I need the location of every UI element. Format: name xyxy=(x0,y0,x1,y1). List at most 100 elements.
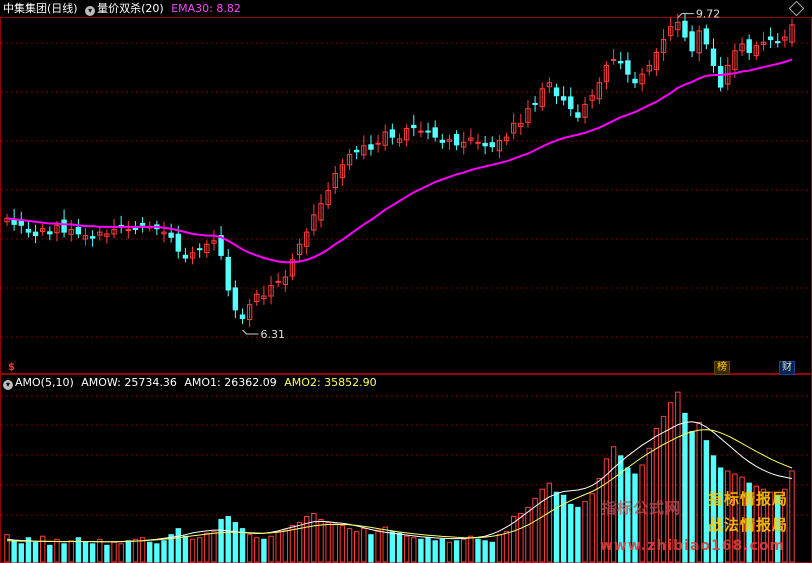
candle-body xyxy=(211,240,217,244)
volume-bar xyxy=(211,531,217,563)
volume-bar xyxy=(618,455,624,563)
volume-bar xyxy=(89,543,96,563)
amo2-line xyxy=(6,429,793,543)
candle-body xyxy=(353,149,360,153)
candle-body xyxy=(782,36,788,41)
volume-bar xyxy=(589,493,595,563)
candle-body xyxy=(582,103,588,118)
amo2-value: 35852.90 xyxy=(324,376,377,389)
volume-bar xyxy=(696,421,702,563)
candle-body xyxy=(239,314,246,319)
candle-body xyxy=(89,236,96,239)
candle-body xyxy=(546,82,553,88)
ema-value: 8.82 xyxy=(216,2,241,15)
volume-bar xyxy=(118,543,124,563)
candle-body xyxy=(575,112,581,118)
candle-body xyxy=(689,31,695,52)
volume-bar xyxy=(75,537,82,563)
volume-bar xyxy=(546,482,553,563)
volume-bar xyxy=(775,494,781,563)
volume-bar xyxy=(603,458,610,563)
amo-name[interactable]: AMO(5,10) xyxy=(15,376,74,389)
chevron-down-icon[interactable]: ▾ xyxy=(85,6,96,16)
candle-body xyxy=(382,131,388,146)
candle-body xyxy=(18,220,24,226)
volume-bar xyxy=(239,528,246,563)
candle-body xyxy=(97,231,103,236)
candle-body xyxy=(596,82,603,100)
volume-bar xyxy=(368,534,374,563)
volume-bar xyxy=(189,538,196,563)
volume-bar xyxy=(254,537,260,563)
amow-value: 25734.36 xyxy=(124,376,177,389)
candle-body xyxy=(175,233,181,252)
watermark-brand-2: 战法情报局 xyxy=(708,516,789,534)
volume-bar xyxy=(332,523,338,563)
volume-bar xyxy=(61,543,67,563)
candle-body xyxy=(54,224,60,234)
volume-bar xyxy=(439,538,446,563)
volume-bar xyxy=(218,519,224,563)
volume-bar xyxy=(175,528,181,563)
candle-body xyxy=(532,102,538,105)
volume-bar xyxy=(161,540,167,563)
candle-body xyxy=(639,73,645,85)
candle-body xyxy=(496,140,503,152)
volume-bar xyxy=(596,478,603,563)
volume-bar xyxy=(289,525,296,563)
volume-bar xyxy=(739,476,745,563)
volume-bar xyxy=(54,538,60,563)
volume-bar xyxy=(539,488,545,563)
candle-body xyxy=(418,130,424,133)
volume-bar xyxy=(525,506,531,563)
price-panel-border xyxy=(0,17,812,374)
candle-body xyxy=(411,124,417,129)
volume-bar xyxy=(304,516,310,563)
sub-header: ▾ AMO(5,10) AMOW: 25734.36 AMO1: 26362.09… xyxy=(3,376,377,390)
candle-body xyxy=(646,64,652,72)
volume-bar xyxy=(296,522,303,563)
volume-bar xyxy=(375,529,381,563)
volume-bar xyxy=(11,540,17,563)
volume-bar xyxy=(461,538,467,563)
watermark-site-name: 指标公式网 xyxy=(601,499,682,517)
amo1-line xyxy=(6,421,793,543)
volume-bar xyxy=(753,485,760,563)
candle-body xyxy=(703,28,710,45)
volume-bar xyxy=(361,528,367,563)
volume-bar xyxy=(325,522,331,563)
candle-body xyxy=(518,122,524,127)
candle-body xyxy=(389,129,396,138)
candle-body xyxy=(760,41,767,46)
volume-bar xyxy=(660,415,667,563)
cai-badge[interactable]: 财 xyxy=(779,361,795,375)
volume-bar xyxy=(318,519,324,563)
candle-body xyxy=(318,203,324,221)
dollar-badge[interactable]: $ xyxy=(8,362,15,373)
chevron-down-icon[interactable]: ▾ xyxy=(3,380,13,390)
min-price-pointer xyxy=(242,329,259,335)
candle-body xyxy=(568,96,574,110)
candle-body xyxy=(346,153,353,166)
bang-badge[interactable]: 榜 xyxy=(714,361,730,375)
volume-bar xyxy=(132,538,139,563)
volume-bar xyxy=(446,541,453,563)
volume-bar xyxy=(182,535,189,563)
volume-bar xyxy=(396,532,403,563)
candle-body xyxy=(289,259,296,277)
volume-bar xyxy=(111,541,117,563)
candle-body xyxy=(510,122,517,134)
candle-body xyxy=(667,26,674,36)
candle-body xyxy=(25,228,32,233)
volume-bar xyxy=(553,491,560,563)
volume-bar xyxy=(261,538,267,563)
volume-bar xyxy=(575,506,581,563)
candle-body xyxy=(632,78,638,84)
volume-bar xyxy=(246,534,253,563)
candle-body xyxy=(475,141,481,144)
indicator-name[interactable]: 量价双杀(20) xyxy=(97,2,164,15)
candle-body xyxy=(282,276,289,285)
volume-bar xyxy=(518,512,524,563)
candle-body xyxy=(618,61,624,64)
